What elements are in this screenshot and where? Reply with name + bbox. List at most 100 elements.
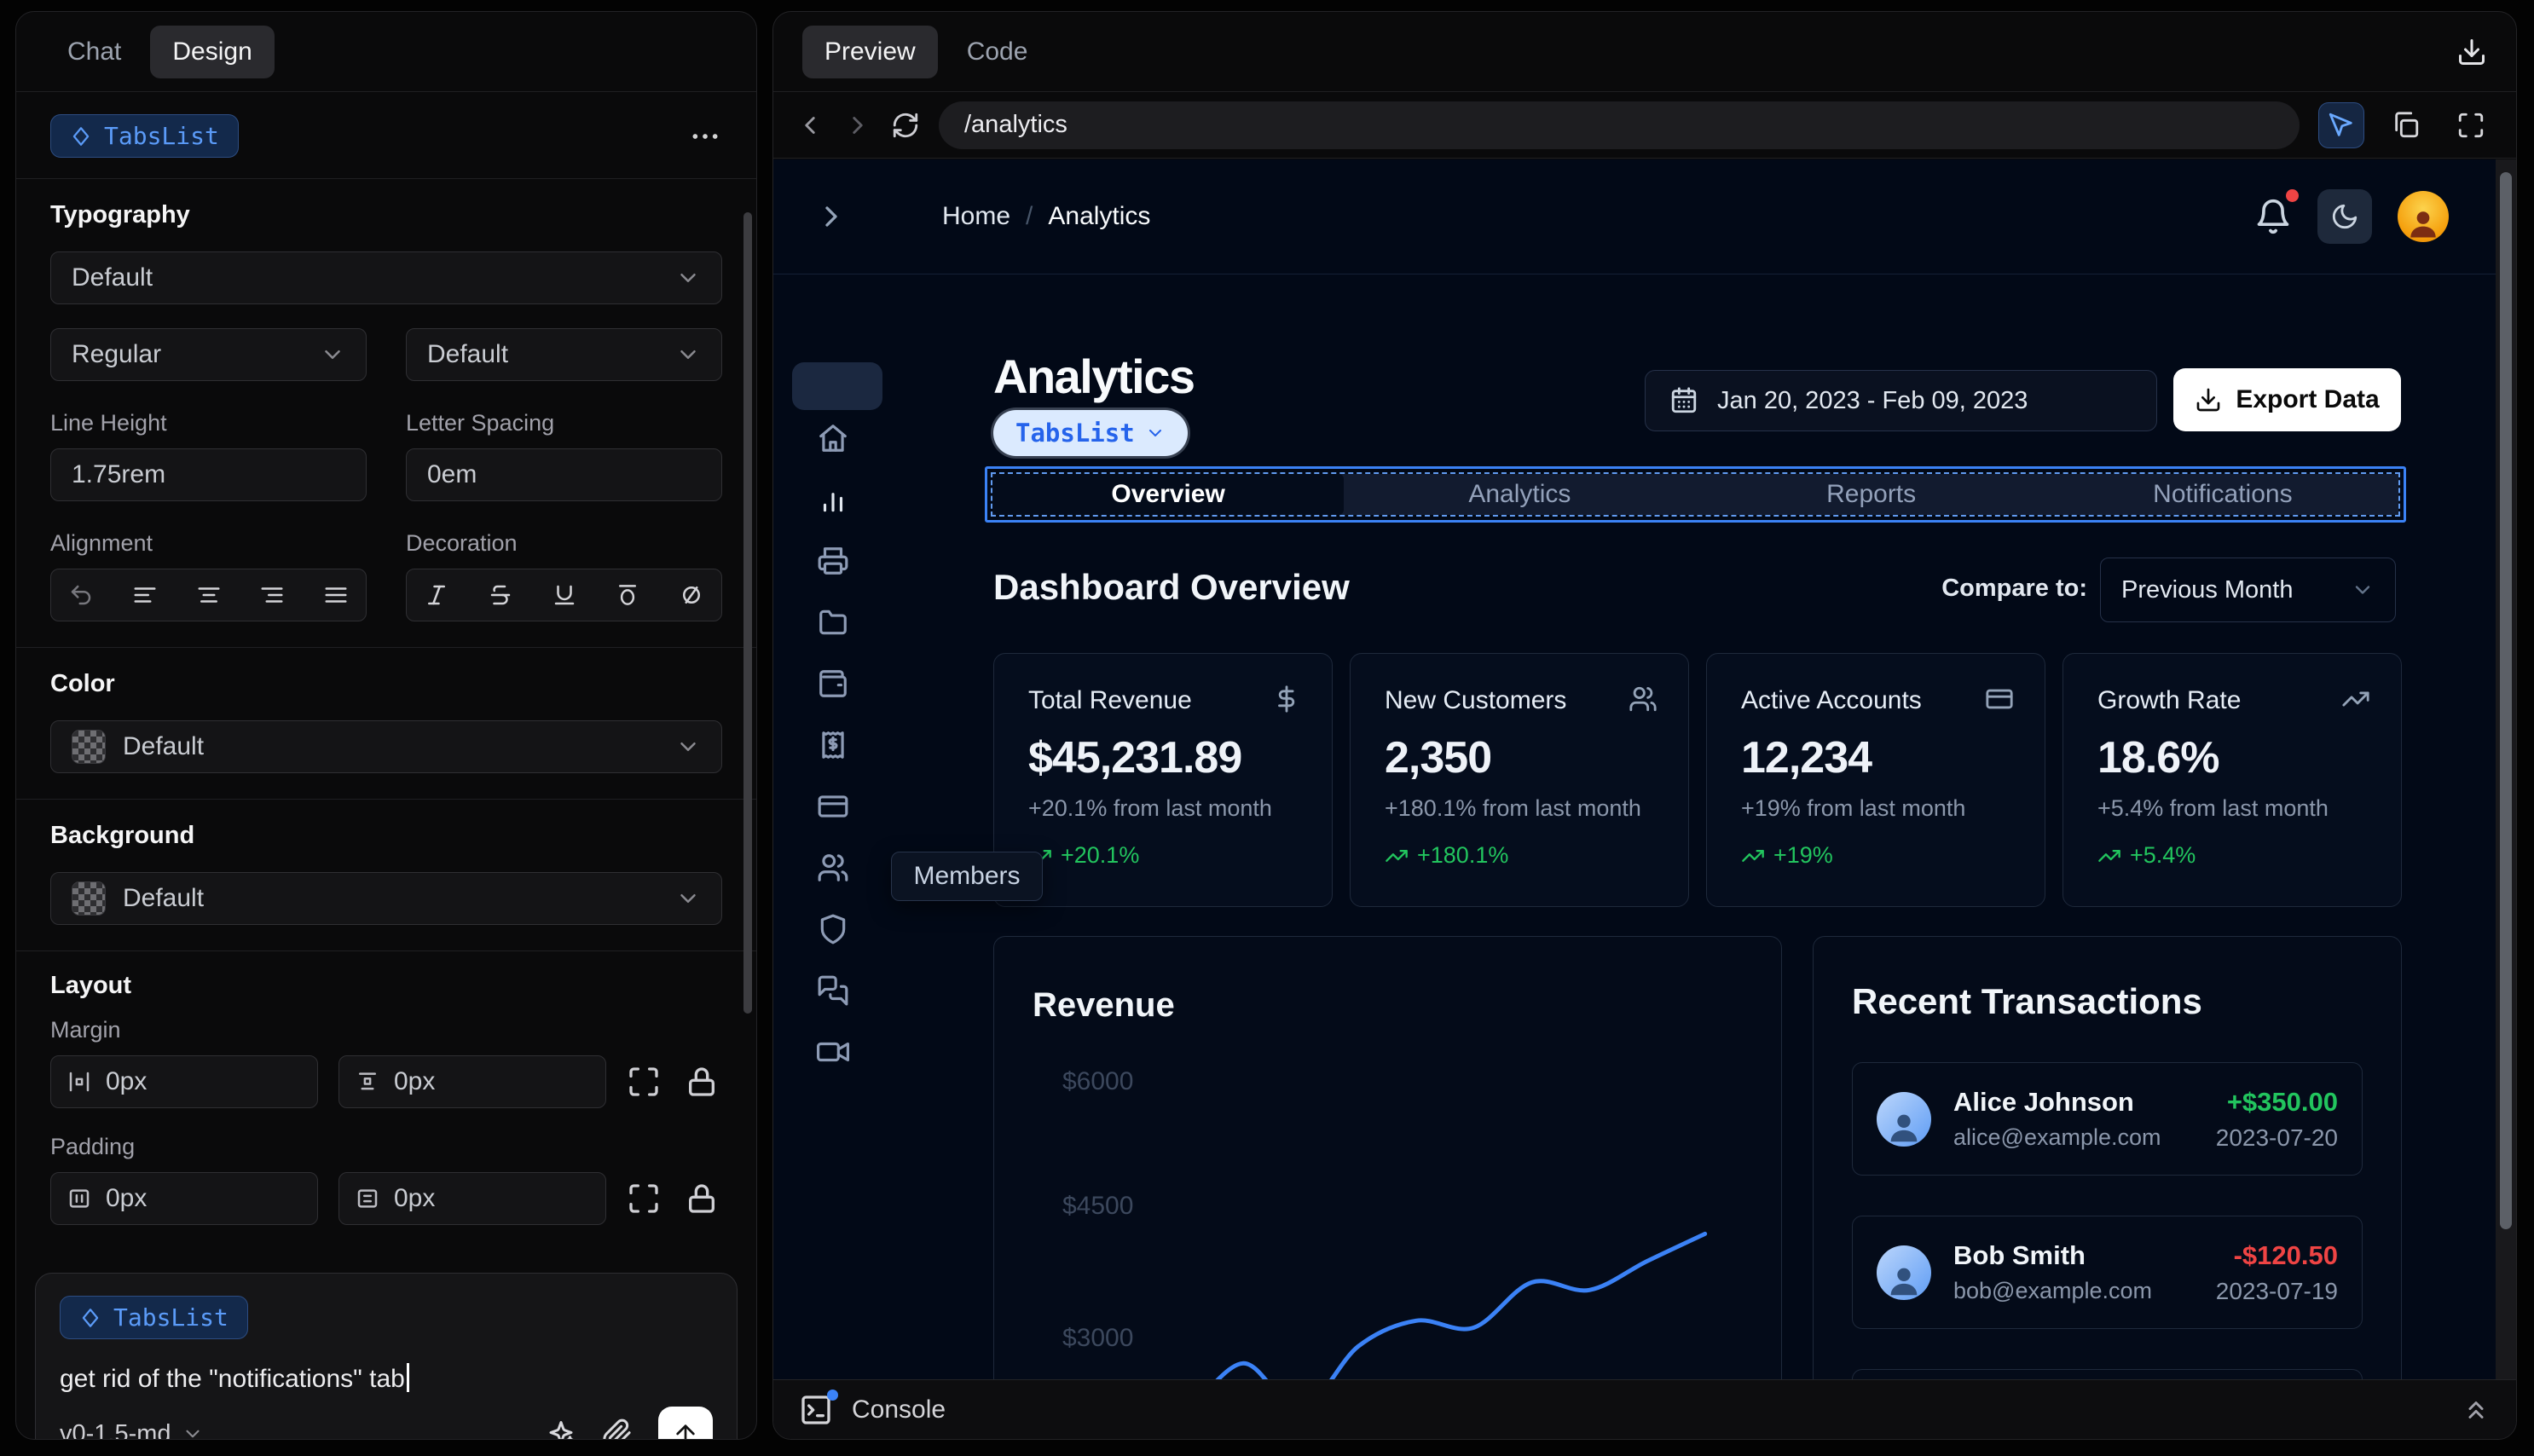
copy-button[interactable]: [2383, 102, 2429, 148]
breadcrumb-home[interactable]: Home: [942, 202, 1011, 230]
stat-card: Active Accounts 12,234 +19% from last mont…: [1706, 653, 2045, 907]
selected-component-chip[interactable]: TabsList: [50, 114, 239, 158]
stat-card: Growth Rate 18.6% +5.4% from last month +5.…: [2062, 653, 2402, 907]
app-sidebar-item-messages[interactable]: [814, 972, 852, 1009]
app-sidebar-item-wallet[interactable]: [814, 665, 852, 702]
trending-up-icon: [2097, 844, 2121, 868]
console-bar[interactable]: Console: [773, 1379, 2516, 1439]
app-sidebar-item-bar-chart[interactable]: [814, 481, 852, 518]
date-range-button[interactable]: Jan 20, 2023 - Feb 09, 2023: [1645, 370, 2157, 431]
app-tab-analytics[interactable]: Analytics: [1468, 480, 1571, 508]
align-right-icon[interactable]: [259, 582, 285, 608]
members-tooltip: Members: [891, 852, 1043, 901]
inspect-element-button[interactable]: [2318, 101, 2364, 148]
lock-padding-icon[interactable]: [685, 1182, 719, 1216]
font-family-select[interactable]: Default: [50, 251, 722, 304]
recent-transactions-card: Recent Transactions Alice Johnson alice@e…: [1813, 936, 2402, 1379]
app-sidebar: Members: [773, 274, 1043, 1379]
user-avatar[interactable]: [2398, 191, 2449, 242]
expand-margin-icon[interactable]: [627, 1065, 661, 1099]
italic-icon[interactable]: [424, 582, 449, 608]
transaction-email: bob@example.com: [1953, 1278, 2153, 1303]
font-family-value: Default: [72, 263, 153, 292]
margin-x-input[interactable]: 0px: [50, 1055, 318, 1108]
prompt-input[interactable]: get rid of the "notifications" tab: [60, 1363, 713, 1394]
chevron-down-icon: [675, 734, 701, 760]
tab-chat[interactable]: Chat: [67, 37, 122, 66]
fullscreen-button[interactable]: [2448, 102, 2494, 148]
typography-section-label: Typography: [50, 201, 190, 228]
enhance-prompt-icon[interactable]: [546, 1418, 576, 1439]
padding-y-input[interactable]: 0px: [338, 1172, 606, 1225]
notifications-bell-icon[interactable]: [2254, 189, 2299, 235]
margin-y-input[interactable]: 0px: [338, 1055, 606, 1108]
refresh-icon[interactable]: [891, 111, 920, 140]
app-sidebar-item-folder[interactable]: [814, 604, 852, 641]
app-tab-reports[interactable]: Reports: [1826, 480, 1917, 508]
letter-spacing-value: 0em: [427, 460, 477, 488]
stat-delta: +180.1%: [1385, 842, 1654, 869]
chevron-down-icon: [320, 342, 345, 367]
composer-component-chip[interactable]: TabsList: [60, 1296, 248, 1339]
line-height-input[interactable]: 1.75rem: [50, 448, 367, 501]
design-panel-header: Chat Design: [16, 12, 756, 92]
letter-spacing-input[interactable]: 0em: [406, 448, 722, 501]
app-scrollbar[interactable]: [2496, 159, 2516, 1379]
tab-design[interactable]: Design: [150, 25, 275, 78]
stat-subtext: +5.4% from last month: [2097, 795, 2329, 821]
padding-x-input[interactable]: 0px: [50, 1172, 318, 1225]
background-select[interactable]: Default: [50, 872, 722, 925]
overline-icon[interactable]: [615, 582, 640, 608]
font-size-select[interactable]: Default: [406, 328, 722, 381]
color-select[interactable]: Default: [50, 720, 722, 773]
app-sidebar-item-printer[interactable]: [814, 542, 852, 580]
theme-toggle-button[interactable]: [2317, 189, 2372, 244]
url-input[interactable]: /analytics: [939, 101, 2300, 149]
more-options-icon[interactable]: [688, 119, 722, 153]
trending-up-icon: [2341, 685, 2370, 714]
send-button[interactable]: [658, 1407, 713, 1439]
chevron-down-icon: [182, 1423, 204, 1439]
app-sidebar-item-shield[interactable]: [814, 910, 852, 948]
app-tab-notifications[interactable]: Notifications: [2153, 480, 2293, 508]
underline-icon[interactable]: [552, 582, 577, 608]
sidebar-expand-icon[interactable]: [814, 199, 848, 234]
letter-spacing-label: Letter Spacing: [406, 410, 555, 436]
app-sidebar-item-credit-card[interactable]: [814, 788, 852, 825]
app-sidebar-item-home[interactable]: [814, 419, 852, 457]
export-data-button[interactable]: Export Data: [2173, 368, 2401, 431]
transaction-item: Bob Smith bob@example.com -$120.50 2023-07-…: [1852, 1216, 2363, 1329]
app-sidebar-item-users[interactable]: [814, 849, 852, 887]
margin-horizontal-icon: [67, 1069, 92, 1095]
chevrons-up-icon[interactable]: [2462, 1395, 2491, 1424]
font-weight-select[interactable]: Regular: [50, 328, 367, 381]
app-sidebar-item-receipt[interactable]: [814, 726, 852, 764]
align-justify-icon[interactable]: [323, 582, 349, 608]
padding-horizontal-icon: [67, 1186, 92, 1211]
back-icon[interactable]: [795, 111, 824, 140]
reset-alignment-icon[interactable]: [68, 582, 94, 608]
app-tab-overview[interactable]: Overview: [992, 474, 1345, 515]
app-scrollbar-thumb[interactable]: [2500, 172, 2512, 1229]
component-badge[interactable]: TabsList: [993, 410, 1188, 456]
font-size-value: Default: [427, 340, 509, 368]
tab-preview[interactable]: Preview: [802, 25, 938, 78]
align-center-icon[interactable]: [196, 582, 222, 608]
expand-padding-icon[interactable]: [627, 1182, 661, 1216]
messages-icon: [817, 974, 849, 1007]
forward-icon[interactable]: [843, 111, 872, 140]
notification-dot: [2286, 189, 2299, 202]
compare-select[interactable]: Previous Month: [2100, 558, 2396, 622]
design-panel-scrollbar[interactable]: [743, 212, 752, 1014]
app-sidebar-item-video[interactable]: [814, 1033, 852, 1071]
chevron-down-icon: [675, 886, 701, 911]
strikethrough-icon[interactable]: [488, 582, 513, 608]
prompt-composer[interactable]: TabsList get rid of the "notifications" …: [35, 1273, 738, 1439]
download-icon[interactable]: [2456, 37, 2487, 67]
lock-margin-icon[interactable]: [685, 1065, 719, 1099]
no-decoration-icon[interactable]: [679, 582, 704, 608]
tab-code[interactable]: Code: [966, 37, 1028, 66]
align-left-icon[interactable]: [132, 582, 158, 608]
model-selector[interactable]: v0-1.5-md: [60, 1420, 204, 1439]
attach-file-icon[interactable]: [602, 1418, 633, 1439]
